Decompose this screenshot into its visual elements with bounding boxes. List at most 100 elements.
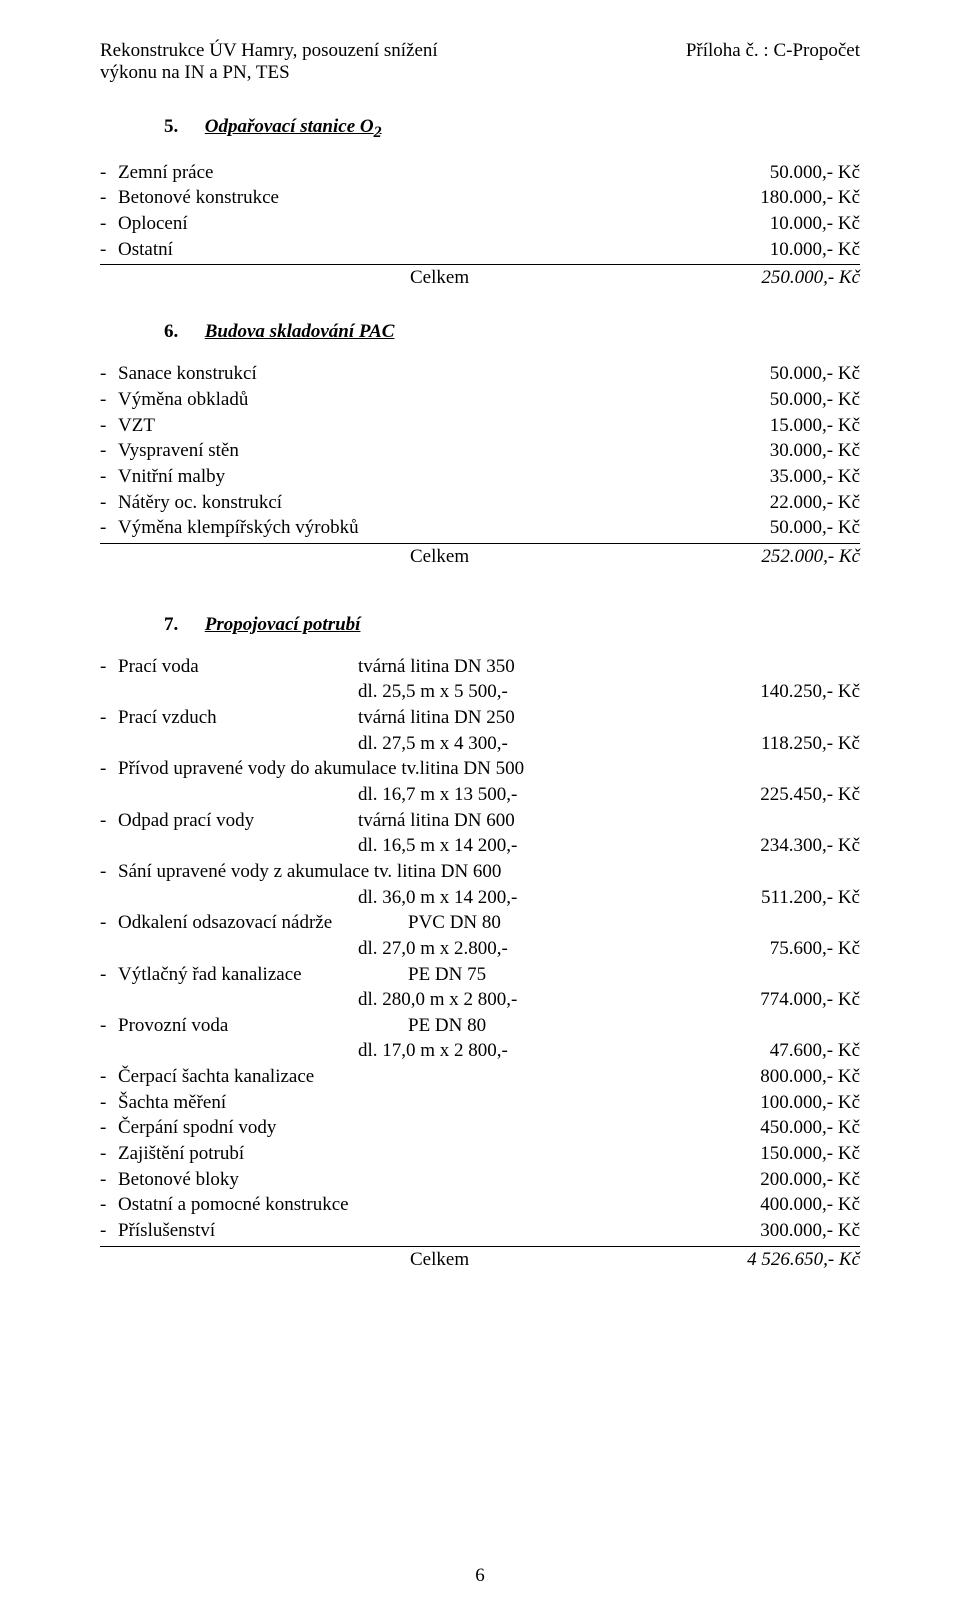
item-label: Betonové bloky — [118, 1167, 680, 1193]
item-label: Zemní práce — [118, 160, 680, 186]
total-spacer — [100, 1249, 410, 1271]
item-label: VZT — [118, 413, 680, 439]
section-5-title-sub: 2 — [374, 124, 382, 141]
item-calc: dl. 36,0 m x 14 200,- — [358, 885, 680, 911]
total-spacer — [100, 267, 410, 289]
header-left-line2: výkonu na IN a PN, TES — [100, 62, 438, 84]
item-value: 234.300,- Kč — [680, 833, 860, 859]
item-calc: dl. 27,5 m x 4 300,- — [358, 731, 680, 757]
item-value: 511.200,- Kč — [680, 885, 860, 911]
item-value: 180.000,- Kč — [680, 185, 860, 211]
item-label: Oplocení — [118, 211, 680, 237]
bullet-icon: - — [100, 859, 118, 885]
total-label: Celkem — [410, 546, 660, 568]
bullet-icon: - — [100, 413, 118, 439]
bullet-icon: - — [100, 910, 118, 936]
list-item: - Čerpací šachta kanalizace 800.000,- Kč — [100, 1064, 860, 1090]
section-7-title: Propojovací potrubí — [205, 614, 361, 635]
section-6-number: 6. — [164, 321, 200, 343]
item-label: Prací vzduch — [118, 705, 358, 731]
calc-spacer — [100, 936, 358, 962]
bullet-icon: - — [100, 185, 118, 211]
list-item: - Výměna klempířských výrobků 50.000,- K… — [100, 515, 860, 541]
page: Rekonstrukce ÚV Hamry, posouzení snížení… — [0, 0, 960, 1617]
item-value: 450.000,- Kč — [680, 1115, 860, 1141]
section-6-total: Celkem 252.000,- Kč — [100, 543, 860, 568]
item-label: Prací voda — [118, 654, 358, 680]
item-label: Výměna obkladů — [118, 387, 680, 413]
list-item: - Odpad prací vody tvárná litina DN 600 — [100, 808, 860, 834]
list-item: - Sanace konstrukcí 50.000,- Kč — [100, 361, 860, 387]
item-desc: PE DN 75 — [408, 962, 860, 988]
calc-spacer — [100, 731, 358, 757]
list-item: - Nátěry oc. konstrukcí 22.000,- Kč — [100, 490, 860, 516]
item-calc: dl. 17,0 m x 2 800,- — [358, 1038, 680, 1064]
list-item-calc: dl. 17,0 m x 2 800,- 47.600,- Kč — [100, 1038, 860, 1064]
item-calc: dl. 27,0 m x 2.800,- — [358, 936, 680, 962]
bullet-icon: - — [100, 654, 118, 680]
item-value: 50.000,- Kč — [680, 361, 860, 387]
item-value: 400.000,- Kč — [680, 1192, 860, 1218]
total-value: 4 526.650,- Kč — [660, 1249, 860, 1271]
header-left-line1: Rekonstrukce ÚV Hamry, posouzení snížení — [100, 40, 438, 62]
bullet-icon: - — [100, 808, 118, 834]
list-item: - Betonové konstrukce 180.000,- Kč — [100, 185, 860, 211]
item-calc: dl. 16,7 m x 13 500,- — [358, 782, 680, 808]
section-5-items: - Zemní práce 50.000,- Kč - Betonové kon… — [100, 160, 860, 290]
bullet-icon: - — [100, 237, 118, 263]
list-item: - Přívod upravené vody do akumulace tv.l… — [100, 756, 860, 782]
item-label: Odkalení odsazovací nádrže — [118, 910, 408, 936]
section-7-number: 7. — [164, 614, 200, 636]
item-value: 10.000,- Kč — [680, 211, 860, 237]
list-item: - Vnitřní malby 35.000,- Kč — [100, 464, 860, 490]
list-item: - Sání upravené vody z akumulace tv. lit… — [100, 859, 860, 885]
item-label: Vyspravení stěn — [118, 438, 680, 464]
list-item-calc: dl. 16,5 m x 14 200,- 234.300,- Kč — [100, 833, 860, 859]
list-item: - Ostatní 10.000,- Kč — [100, 237, 860, 263]
item-label: Provozní voda — [118, 1013, 408, 1039]
item-value: 50.000,- Kč — [680, 160, 860, 186]
list-item-calc: dl. 25,5 m x 5 500,- 140.250,- Kč — [100, 679, 860, 705]
bullet-icon: - — [100, 464, 118, 490]
bullet-icon: - — [100, 1192, 118, 1218]
item-value: 50.000,- Kč — [680, 515, 860, 541]
list-item: - Provozní voda PE DN 80 — [100, 1013, 860, 1039]
section-5-number: 5. — [164, 116, 200, 138]
total-spacer — [100, 546, 410, 568]
list-item: - Příslušenství 300.000,- Kč — [100, 1218, 860, 1244]
section-6-items: - Sanace konstrukcí 50.000,- Kč - Výměna… — [100, 361, 860, 567]
item-value: 800.000,- Kč — [680, 1064, 860, 1090]
header-left: Rekonstrukce ÚV Hamry, posouzení snížení… — [100, 40, 438, 84]
total-value: 252.000,- Kč — [660, 546, 860, 568]
bullet-icon: - — [100, 1090, 118, 1116]
section-7-heading: 7. Propojovací potrubí — [164, 614, 860, 636]
item-value: 15.000,- Kč — [680, 413, 860, 439]
calc-spacer — [100, 885, 358, 911]
item-desc: tvárná litina DN 250 — [358, 705, 860, 731]
item-value: 150.000,- Kč — [680, 1141, 860, 1167]
page-number: 6 — [0, 1565, 960, 1587]
bullet-icon: - — [100, 1013, 118, 1039]
page-header: Rekonstrukce ÚV Hamry, posouzení snížení… — [100, 40, 860, 84]
item-label: Příslušenství — [118, 1218, 680, 1244]
item-value: 225.450,- Kč — [680, 782, 860, 808]
list-item: - Prací vzduch tvárná litina DN 250 — [100, 705, 860, 731]
header-right: Příloha č. : C-Propočet — [686, 40, 860, 84]
item-label: Výtlačný řad kanalizace — [118, 962, 408, 988]
calc-spacer — [100, 987, 358, 1013]
list-item-calc: dl. 16,7 m x 13 500,- 225.450,- Kč — [100, 782, 860, 808]
list-item: - Výměna obkladů 50.000,- Kč — [100, 387, 860, 413]
section-5-heading: 5. Odpařovací stanice O2 — [164, 116, 860, 142]
list-item: - Odkalení odsazovací nádrže PVC DN 80 — [100, 910, 860, 936]
list-item: - Ostatní a pomocné konstrukce 400.000,-… — [100, 1192, 860, 1218]
calc-spacer — [100, 833, 358, 859]
bullet-icon: - — [100, 387, 118, 413]
list-item-calc: dl. 36,0 m x 14 200,- 511.200,- Kč — [100, 885, 860, 911]
list-item: - Oplocení 10.000,- Kč — [100, 211, 860, 237]
total-label: Celkem — [410, 1249, 660, 1271]
calc-spacer — [100, 782, 358, 808]
item-label: Sanace konstrukcí — [118, 361, 680, 387]
item-value: 10.000,- Kč — [680, 237, 860, 263]
item-label: Šachta měření — [118, 1090, 680, 1116]
calc-spacer — [100, 679, 358, 705]
